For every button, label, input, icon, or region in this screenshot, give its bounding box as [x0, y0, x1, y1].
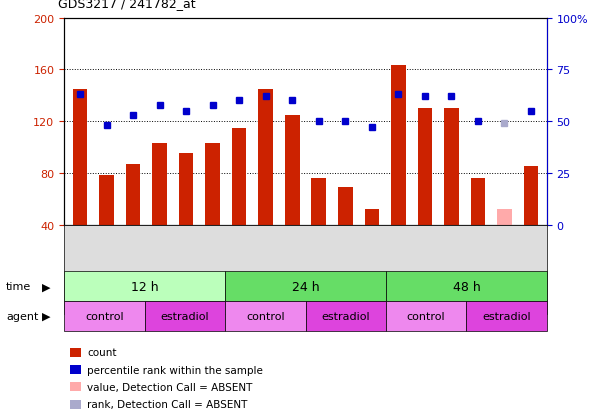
Text: ▶: ▶: [42, 311, 50, 321]
Text: GDS3217 / 241782_at: GDS3217 / 241782_at: [58, 0, 196, 10]
Bar: [232, 128, 246, 225]
Text: 12 h: 12 h: [131, 280, 158, 293]
Bar: [285, 115, 299, 225]
Text: value, Detection Call = ABSENT: value, Detection Call = ABSENT: [87, 382, 253, 392]
Text: estradiol: estradiol: [161, 311, 209, 321]
Text: control: control: [407, 311, 445, 321]
Bar: [417, 109, 432, 225]
Text: percentile rank within the sample: percentile rank within the sample: [87, 365, 263, 375]
Bar: [497, 210, 511, 225]
Bar: [524, 167, 538, 225]
Bar: [470, 178, 485, 225]
Text: count: count: [87, 347, 117, 357]
Bar: [126, 164, 141, 225]
Bar: [205, 144, 220, 225]
Text: control: control: [85, 311, 123, 321]
Bar: [312, 178, 326, 225]
Bar: [152, 144, 167, 225]
Text: control: control: [246, 311, 285, 321]
Bar: [365, 210, 379, 225]
Bar: [73, 90, 87, 225]
Bar: [444, 109, 459, 225]
Bar: [100, 176, 114, 225]
Bar: [391, 66, 406, 225]
Bar: [258, 90, 273, 225]
Text: 48 h: 48 h: [453, 280, 480, 293]
Text: estradiol: estradiol: [482, 311, 531, 321]
Bar: [179, 154, 194, 225]
Text: ▶: ▶: [42, 282, 50, 292]
Text: estradiol: estradiol: [321, 311, 370, 321]
Text: rank, Detection Call = ABSENT: rank, Detection Call = ABSENT: [87, 399, 247, 409]
Text: 24 h: 24 h: [291, 280, 320, 293]
Text: time: time: [6, 282, 31, 292]
Text: agent: agent: [6, 311, 38, 321]
Bar: [338, 188, 353, 225]
